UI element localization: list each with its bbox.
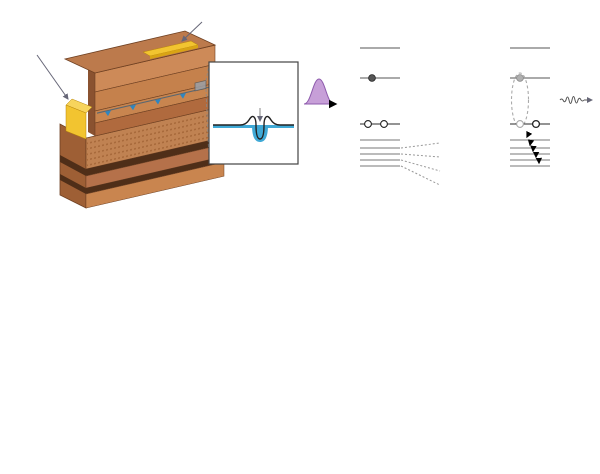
cascade-arrow-h2: [526, 130, 533, 139]
panel-a-device-schematic: [36, 21, 299, 209]
h4-leader: [400, 153, 441, 158]
h5-leader: [400, 159, 441, 172]
qd-icon: [105, 110, 111, 117]
device-lower-front-face: [85, 105, 225, 209]
hole-faded: [516, 120, 524, 128]
cascade-arrow-h6: [535, 157, 543, 165]
device-upper-front-face: [94, 44, 216, 137]
p-contact-arrow: [181, 21, 203, 42]
emission-wavepacket-icon: [559, 96, 585, 104]
band-diagram-excitation: [303, 30, 441, 186]
p-contact-bar: [142, 40, 199, 59]
device-lower-left-face: [59, 123, 87, 209]
qd-icon: [130, 104, 136, 111]
device-upper-left-face: [88, 69, 95, 136]
panel-d-rabi-curves: [442, 212, 600, 472]
conduction-well: [488, 30, 572, 96]
panel-b-band-diagrams: [303, 30, 593, 186]
band-diagram-emission: [488, 30, 593, 186]
hole: [380, 120, 388, 128]
valence-well: [488, 120, 572, 186]
qd-zoom-marker: [194, 80, 207, 92]
cascade-arrow-h3: [527, 139, 535, 147]
device-top-face: [63, 30, 217, 74]
electron-faded: [516, 74, 524, 82]
electron: [368, 74, 376, 82]
h6-leader: [400, 165, 441, 186]
inset-connector: [205, 64, 210, 82]
qd-layer-line: [97, 85, 213, 114]
cascade-arrow-h4: [530, 145, 537, 153]
hole: [531, 119, 541, 129]
n-contact-block: [65, 98, 93, 140]
qd-potential-inset: [208, 61, 299, 165]
qd-icon: [180, 93, 186, 99]
qd-icon: [155, 98, 161, 105]
excitation-pulse-icon: [303, 78, 335, 105]
valence-well: [338, 120, 422, 186]
n-contact-arrow: [36, 54, 69, 100]
well-potential-curve: [213, 115, 294, 140]
conduction-well: [338, 30, 422, 96]
panel-c-spectrum: [8, 212, 440, 472]
h3-leader: [400, 142, 441, 149]
cascade-arrow-h5: [532, 151, 540, 159]
hole: [364, 120, 372, 128]
